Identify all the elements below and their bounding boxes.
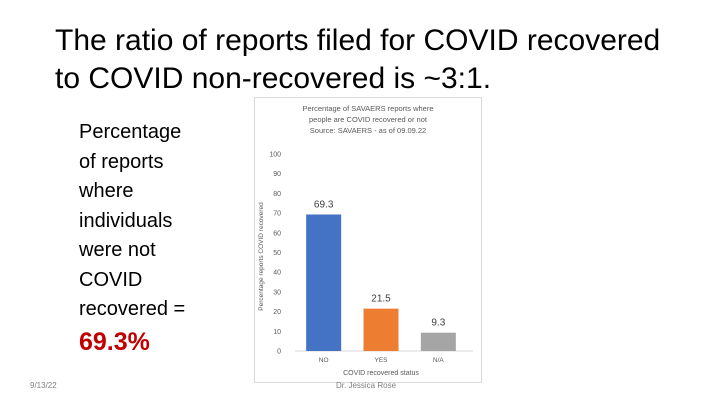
slide-title-line: to COVID non-recovered is ~3:1. [55,62,492,95]
y-tick-label: 30 [273,289,281,296]
y-axis-title: Percentage reports COVID recovered [258,202,265,311]
chart-title-line: people are COVID recovered or not [309,115,427,124]
side-text-line: Percentage [79,121,182,143]
side-text-line: were not [79,239,156,261]
y-tick-label: 70 [273,211,281,218]
chart-title-line: Percentage of SAVAERS reports where [302,104,434,113]
x-tick-label: NO [319,357,329,364]
chart-plot: 0 10 20 30 40 50 60 70 80 90 100 69.3 NO 21.5 YES 9.3 N/… [258,152,473,377]
chart-title: Percentage of SAVAERS reports where peop… [261,103,475,136]
side-summary-text: Percentage of reports where individuals … [79,118,209,358]
side-text-line: where [79,180,134,202]
y-tick-label: 40 [273,270,281,277]
bar-value-label: 9.3 [431,318,445,329]
y-tick-label: 80 [273,191,281,198]
side-text-line: COVID [79,268,143,291]
side-text-line: of reports [79,150,164,173]
bar-no [306,214,342,351]
y-tick-label: 10 [273,329,281,336]
footer-author: Dr. Jessica Rose [336,381,397,390]
bar-value-label: 21.5 [371,294,391,305]
bar-na [420,332,456,351]
side-text-line: individuals [79,209,173,232]
chart-title-line: Source: SAVAERS - as of 09.09.22 [309,126,427,135]
bar-yes [363,308,399,351]
side-text-line: recovered = [79,298,186,320]
y-tick-label: 60 [273,230,281,237]
slide-title: The ratio of reports filed for COVID rec… [55,22,695,98]
bar-chart: Percentage of SAVAERS reports where peop… [254,97,482,383]
slide-title-line: The ratio of reports filed for COVID rec… [55,24,661,57]
y-tick-label: 0 [277,349,281,356]
x-tick-label: N/A [433,357,445,364]
highlight-percentage: 69.3% [79,327,150,356]
bar-value-label: 69.3 [314,199,334,210]
y-tick-label: 50 [273,250,281,257]
y-tick-label: 20 [273,309,281,316]
y-tick-label: 100 [269,152,281,159]
x-axis-title: COVID recovered status [343,370,419,377]
y-tick-label: 90 [273,171,281,178]
footer-date: 9/13/22 [30,381,57,390]
x-tick-label: YES [374,357,388,364]
